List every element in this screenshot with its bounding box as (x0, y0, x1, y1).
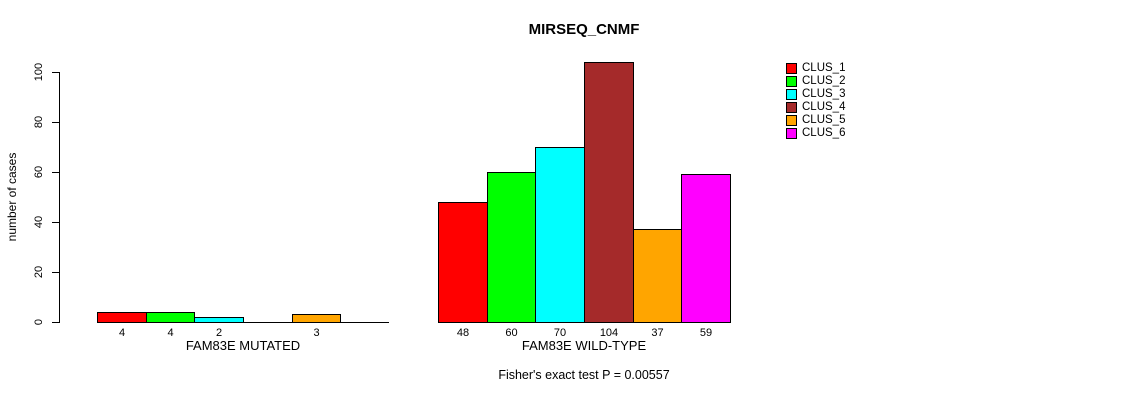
bar-clus-2 (146, 312, 195, 323)
y-axis-tick-label: 100 (33, 62, 45, 82)
bar-clus-2 (487, 172, 536, 323)
legend-item: CLUS_1 (786, 62, 845, 74)
bar-clus-3 (535, 147, 585, 323)
legend-item: CLUS_6 (786, 127, 845, 139)
bar-value-label: 2 (215, 327, 223, 339)
bar-value-label: 60 (505, 327, 518, 339)
bar-value-label: 48 (456, 327, 470, 339)
y-axis-tick-label: 0 (33, 318, 45, 326)
chart-title: MIRSEQ_CNMF (528, 21, 640, 38)
y-axis-line (59, 72, 60, 323)
legend-color-swatch (786, 88, 797, 100)
bar-value-label: 59 (699, 327, 713, 339)
x-axis-label-wildtype: FAM83E WILD-TYPE (521, 338, 647, 353)
bar-value-label: 37 (651, 327, 664, 339)
bar-clus-1 (97, 312, 147, 323)
y-axis-tick-label: 60 (33, 165, 45, 179)
legend-color-swatch (786, 114, 797, 126)
y-axis-tick (52, 222, 59, 223)
bar-clus-6 (681, 174, 731, 323)
y-axis-tick-label: 80 (33, 115, 45, 129)
legend-item: CLUS_5 (786, 114, 845, 126)
legend-item-label: CLUS_3 (802, 88, 846, 100)
bar-clus-4 (584, 62, 634, 323)
y-axis-tick (52, 322, 59, 323)
legend-color-swatch (786, 75, 797, 87)
y-axis-tick (52, 72, 59, 73)
legend-item-label: CLUS_4 (802, 101, 846, 113)
y-axis-tick (52, 172, 59, 173)
bar-clus-1 (438, 202, 488, 323)
legend-color-swatch (786, 62, 797, 74)
fisher-test-annotation: Fisher's exact test P = 0.00557 (498, 368, 670, 382)
bar-value-label: 104 (599, 327, 619, 339)
legend: CLUS_1 CLUS_2 CLUS_3 CLUS_4 CLUS_5 CLUS_6 (786, 62, 845, 140)
y-axis-tick-label: 40 (33, 215, 45, 229)
bar-value-label: 3 (313, 327, 320, 339)
legend-item: CLUS_2 (786, 75, 845, 87)
legend-item-label: CLUS_2 (802, 75, 846, 87)
x-axis-label-mutated: FAM83E MUTATED (185, 338, 301, 353)
bar-clus-3 (194, 317, 244, 323)
legend-item: CLUS_3 (786, 88, 845, 100)
y-axis-title: number of cases (5, 152, 19, 242)
bar-clus-5 (292, 314, 341, 323)
bar-value-label: 4 (118, 327, 126, 339)
y-axis-tick (52, 272, 59, 273)
legend-item-label: CLUS_6 (802, 127, 846, 139)
bar-value-label: 70 (553, 327, 567, 339)
bar-value-label: 4 (167, 327, 174, 339)
y-axis-tick (52, 122, 59, 123)
legend-item: CLUS_4 (786, 101, 845, 113)
legend-color-swatch (786, 127, 797, 139)
y-axis-tick-label: 20 (33, 265, 45, 279)
legend-item-label: CLUS_5 (802, 114, 846, 126)
legend-item-label: CLUS_1 (802, 62, 846, 74)
legend-color-swatch (786, 101, 797, 113)
bar-clus-5 (633, 229, 682, 323)
